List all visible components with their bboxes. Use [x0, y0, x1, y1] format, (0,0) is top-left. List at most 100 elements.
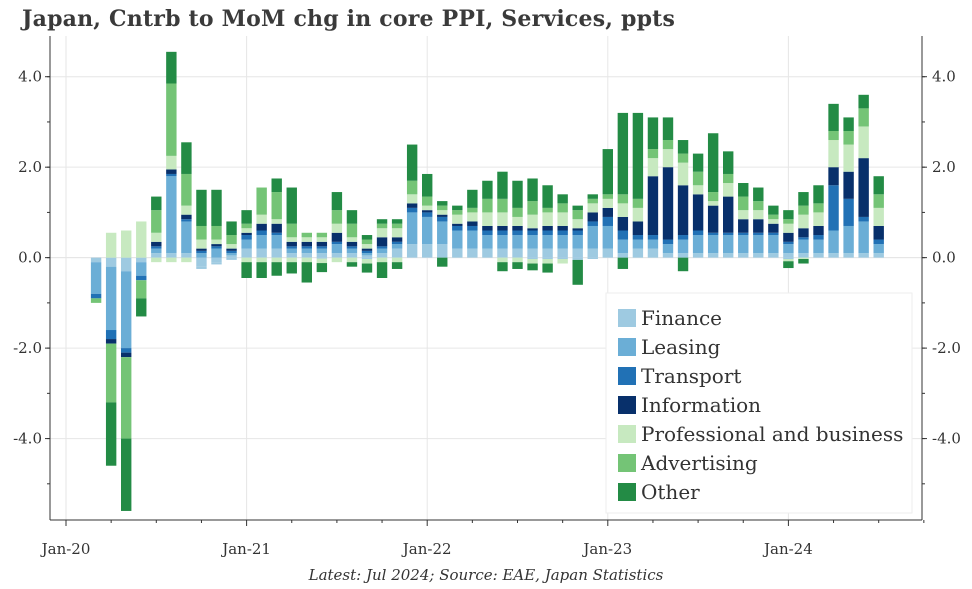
bar-segment	[542, 235, 553, 249]
bar-segment	[121, 230, 132, 258]
bar-segment	[602, 207, 613, 217]
bar-segment	[121, 348, 132, 353]
bar-segment	[301, 253, 312, 258]
bar-segment	[211, 248, 222, 258]
bar-segment	[813, 239, 824, 254]
bar-segment	[286, 257, 297, 263]
legend-label: Information	[641, 393, 761, 417]
bar-segment	[497, 257, 508, 263]
bar-segment	[813, 212, 824, 226]
bar-segment	[617, 230, 629, 240]
y-tick-label-left: -4.0	[13, 430, 42, 448]
bar-segment	[512, 225, 523, 231]
bar-segment	[271, 219, 282, 224]
bar-segment	[316, 237, 328, 242]
bar-segment	[692, 253, 704, 258]
bar-segment	[813, 235, 824, 240]
bar-segment	[527, 248, 538, 258]
legend-swatch	[618, 309, 636, 327]
bar-segment	[828, 103, 839, 131]
bar-segment	[181, 253, 192, 258]
bar-segment	[301, 246, 312, 249]
bar-segment	[166, 257, 177, 263]
bar-segment	[723, 173, 734, 184]
bar-segment	[361, 263, 373, 273]
bar-segment	[632, 221, 644, 236]
bar-segment	[662, 253, 674, 258]
bar-segment	[647, 158, 659, 177]
bar-segment	[271, 235, 282, 249]
bar-segment	[542, 257, 553, 259]
bar-segment	[391, 262, 403, 269]
bar-segment	[286, 253, 297, 258]
bar-segment	[452, 205, 463, 211]
bar-segment	[647, 117, 659, 150]
bar-segment	[753, 210, 764, 220]
bar-segment	[361, 259, 373, 264]
bar-segment	[241, 262, 252, 278]
bar-segment	[346, 237, 358, 242]
bar-segment	[286, 237, 297, 242]
bar-segment	[482, 180, 493, 199]
bar-segment	[858, 221, 869, 254]
bar-segment	[121, 271, 132, 349]
x-tick-label: Jan-22	[401, 540, 452, 558]
bar-segment	[406, 207, 418, 213]
bar-segment	[677, 253, 689, 258]
bar-segment	[557, 248, 568, 258]
bar-segment	[572, 248, 583, 258]
bar-segment	[241, 248, 252, 258]
bar-segment	[873, 239, 884, 245]
bar-segment	[707, 133, 719, 193]
bar-segment	[376, 228, 388, 238]
bar-segment	[497, 248, 508, 258]
bar-segment	[602, 216, 613, 226]
bar-segment	[692, 230, 704, 236]
bar-segment	[406, 180, 418, 195]
legend-label: Finance	[641, 306, 722, 330]
bar-segment	[151, 210, 162, 233]
bar-segment	[617, 253, 629, 258]
bar-segment	[211, 189, 222, 226]
bar-segment	[602, 198, 613, 208]
legend-swatch	[618, 454, 636, 472]
bar-segment	[241, 257, 252, 263]
bar-segment	[136, 275, 147, 281]
bar-segment	[391, 248, 403, 258]
bar-segment	[331, 257, 343, 263]
bar-segment	[587, 212, 598, 222]
bar-segment	[753, 253, 764, 258]
bar-segment	[707, 235, 719, 254]
bar-segment	[346, 223, 358, 238]
bar-segment	[105, 402, 117, 466]
chart-source: Latest: Jul 2024; Source: EAE, Japan Sta…	[308, 566, 664, 584]
bar-segment	[331, 192, 343, 211]
bar-segment	[843, 144, 854, 172]
legend: Finance Leasing Transport Information Profes…	[605, 292, 913, 514]
bar-segment	[813, 185, 824, 204]
bar-segment	[166, 169, 177, 174]
bar-segment	[723, 196, 734, 233]
bar-segment	[121, 352, 132, 358]
bar-segment	[121, 438, 132, 511]
bar-segment	[768, 223, 779, 233]
bar-segment	[406, 244, 418, 258]
bar-segment	[587, 194, 598, 199]
bar-segment	[753, 187, 764, 202]
bar-segment	[557, 257, 568, 259]
bar-segment	[196, 266, 207, 269]
bar-segment	[632, 198, 644, 208]
x-tick-label: Jan-24	[762, 540, 813, 558]
bar-segment	[166, 253, 177, 258]
bar-segment	[632, 248, 644, 258]
bar-segment	[196, 253, 207, 258]
bar-segment	[482, 230, 493, 236]
bar-segment	[783, 253, 794, 258]
bar-segment	[331, 241, 343, 245]
bar-segment	[768, 219, 779, 224]
bar-segment	[301, 248, 312, 254]
bar-segment	[286, 223, 297, 238]
bar-segment	[572, 219, 583, 229]
bar-segment	[512, 230, 523, 236]
bar-segment	[331, 253, 343, 258]
